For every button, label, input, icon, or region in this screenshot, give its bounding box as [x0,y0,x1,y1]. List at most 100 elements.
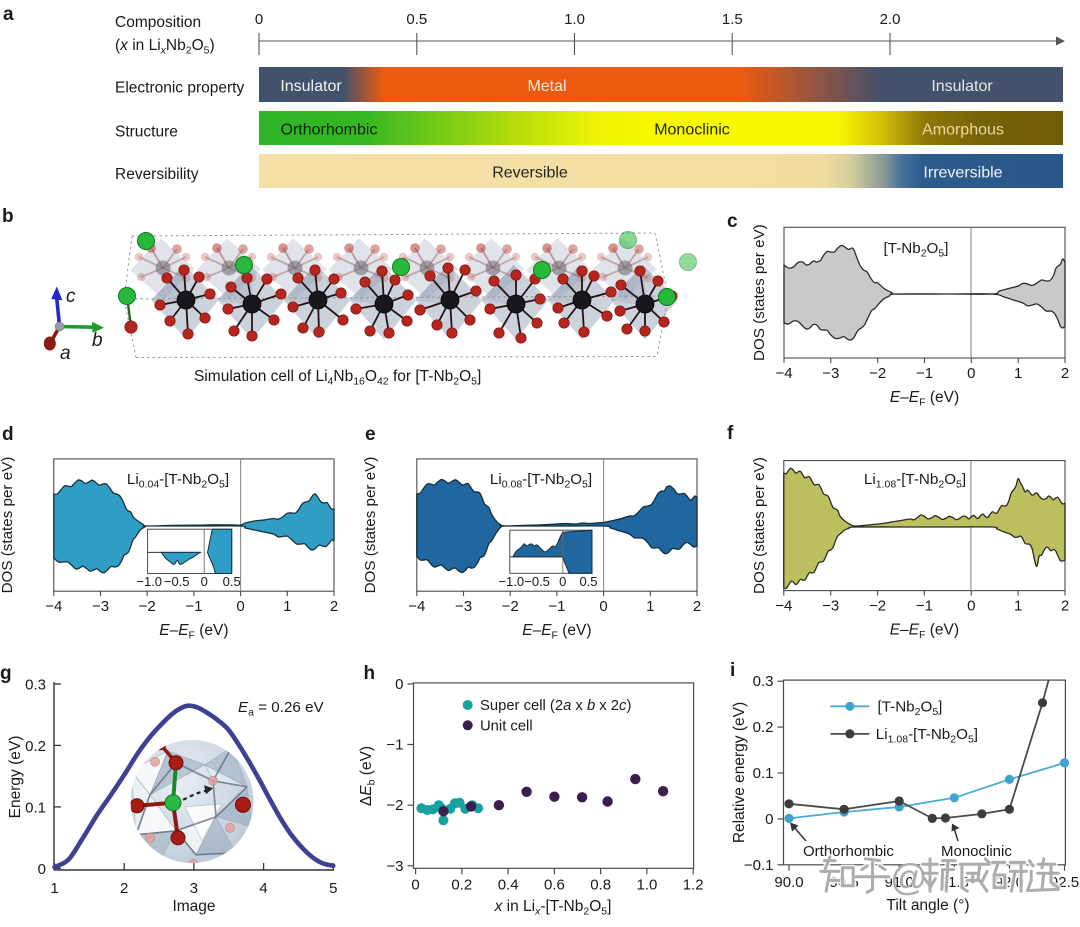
svg-text:−2: −2 [139,598,156,615]
svg-text:Simulation cell of Li4​Nb16​O4: Simulation cell of Li4​Nb16​O42​ for [T-… [194,368,481,388]
svg-text:−3: −3 [822,598,839,615]
svg-text:Unit cell: Unit cell [480,719,533,735]
svg-text:Image: Image [172,898,215,915]
svg-text:x in Lix​-[T-Nb2​O5​]: x in Lix​-[T-Nb2​O5​] [494,898,612,918]
svg-text:−3: −3 [386,858,403,875]
svg-text:0: 0 [236,598,244,615]
svg-text:Electronic property: Electronic property [115,80,244,97]
svg-text:0: 0 [201,574,208,589]
svg-text:Monoclinic: Monoclinic [941,843,1012,860]
svg-text:[T-Nb2​O5​]: [T-Nb2​O5​] [878,699,943,719]
svg-text:0.5: 0.5 [579,574,597,589]
svg-text:1.0: 1.0 [636,876,657,893]
svg-text:0.1: 0.1 [753,765,774,782]
svg-text:0: 0 [599,598,607,615]
svg-text:0.4: 0.4 [498,876,519,893]
svg-text:e: e [365,424,376,445]
svg-text:@: @ [890,857,926,898]
svg-text:−3: −3 [455,598,472,615]
svg-text:0: 0 [411,876,419,893]
svg-text:0: 0 [395,676,403,693]
svg-text:5: 5 [329,880,337,897]
svg-text:1: 1 [646,598,654,615]
svg-text:Ea​ = 0.26 eV: Ea​ = 0.26 eV [238,699,325,719]
svg-text:0.3: 0.3 [25,677,46,694]
svg-text:0.2: 0.2 [25,738,46,755]
svg-text:0: 0 [967,365,975,382]
svg-text:−1: −1 [185,598,202,615]
svg-text:Structure: Structure [115,124,178,141]
svg-text:1.2: 1.2 [683,876,704,893]
svg-text:0.8: 0.8 [590,876,611,893]
svg-text:a: a [60,343,71,364]
svg-text:Orthorhombic: Orthorhombic [281,122,378,139]
svg-text:−1: −1 [548,598,565,615]
svg-text:−3: −3 [92,598,109,615]
svg-text:0: 0 [255,11,263,28]
svg-text:a: a [3,4,14,25]
svg-text:1.5: 1.5 [722,11,743,28]
svg-text:[T-Nb2​O5​]: [T-Nb2​O5​] [884,240,949,260]
svg-text:Reversibility: Reversibility [115,166,199,183]
svg-text:Irreversible: Irreversible [923,165,1002,182]
svg-text:−2: −2 [386,797,403,814]
svg-text:DOS (states per eV): DOS (states per eV) [751,457,768,594]
svg-text:−0.5: −0.5 [164,574,190,589]
svg-text:0.5: 0.5 [223,574,241,589]
svg-text:Insulator: Insulator [931,78,993,95]
svg-text:0.2: 0.2 [451,876,472,893]
svg-text:−1: −1 [386,737,403,754]
svg-text:1: 1 [1014,365,1022,382]
svg-text:Metal: Metal [527,78,566,95]
svg-text:d: d [2,424,14,445]
svg-text:DOS (states per eV): DOS (states per eV) [751,224,768,361]
svg-text:1: 1 [283,598,291,615]
svg-text:Composition: Composition [115,14,201,31]
svg-text:Relative energy (eV): Relative energy (eV) [731,702,748,843]
svg-text:−1.0: −1.0 [136,574,162,589]
svg-text:0.3: 0.3 [753,673,774,690]
svg-text:2.0: 2.0 [880,11,901,28]
svg-text:h: h [364,663,376,684]
svg-text:Orthorhombic: Orthorhombic [803,843,894,860]
svg-text:c: c [727,211,738,232]
svg-text:c: c [66,286,76,307]
svg-text:g: g [0,663,12,684]
svg-text:E–EF​ (eV): E–EF​ (eV) [159,622,228,642]
svg-text:2: 2 [1061,598,1069,615]
svg-text:0.2: 0.2 [753,719,774,736]
svg-text:−4: −4 [775,365,792,382]
svg-text:−4: −4 [408,598,425,615]
svg-text:b: b [92,330,103,351]
svg-text:0.1: 0.1 [25,799,46,816]
svg-text:2: 2 [330,598,338,615]
svg-text:Amorphous: Amorphous [922,122,1004,139]
svg-text:−2: −2 [869,365,886,382]
svg-text:E–EF​ (eV): E–EF​ (eV) [522,622,591,642]
svg-text:0.5: 0.5 [406,11,427,28]
svg-text:ΔEb​ (eV): ΔEb​ (eV) [358,746,378,806]
svg-text:−1: −1 [916,365,933,382]
svg-text:Super cell (2a x b x 2c): Super cell (2a x b x 2c) [480,698,631,714]
svg-text:0.6: 0.6 [544,876,565,893]
svg-text:Insulator: Insulator [280,78,342,95]
svg-text:3: 3 [190,880,198,897]
svg-text:1.0: 1.0 [564,11,585,28]
svg-text:0: 0 [967,598,975,615]
svg-text:1: 1 [50,880,58,897]
svg-text:−0.1: −0.1 [744,857,774,874]
svg-text:DOS (states per eV): DOS (states per eV) [362,457,379,594]
svg-text:4: 4 [259,880,267,897]
svg-text:−1.0: −1.0 [498,574,524,589]
svg-text:91.0: 91.0 [885,874,914,891]
svg-text:0: 0 [765,811,773,828]
svg-text:−0.5: −0.5 [524,574,550,589]
svg-text:Monoclinic: Monoclinic [654,122,730,139]
svg-text:90.0: 90.0 [774,874,803,891]
svg-text:i: i [730,660,735,681]
svg-text:−4: −4 [45,598,62,615]
svg-text:E–EF​ (eV): E–EF​ (eV) [890,389,959,409]
svg-text:E–EF​ (eV): E–EF​ (eV) [890,622,959,642]
svg-text:Tilt angle (°): Tilt angle (°) [886,897,969,914]
svg-text:−2: −2 [502,598,519,615]
